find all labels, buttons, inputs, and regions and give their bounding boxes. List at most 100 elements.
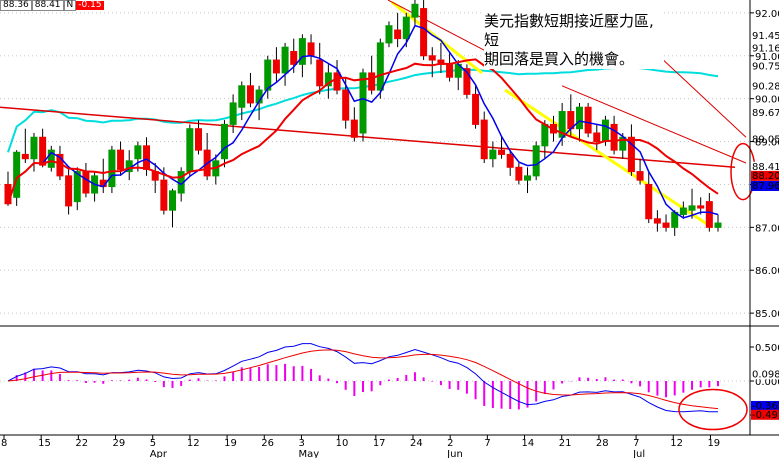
candle-body-18 bbox=[160, 179, 168, 211]
candle-body-27 bbox=[238, 85, 246, 108]
candle-body-61 bbox=[532, 145, 540, 177]
x-tick-label-17: 7 bbox=[633, 438, 639, 449]
candle-body-79 bbox=[688, 205, 696, 211]
y-tick-label-5: 87.00 bbox=[755, 223, 779, 234]
x-tick-label-10: 17 bbox=[373, 438, 386, 449]
macd-label-1: -0.367 bbox=[752, 401, 779, 412]
x-month-label-0: Apr bbox=[150, 449, 168, 458]
x-tick-label-9: 10 bbox=[336, 438, 349, 449]
price-label-6: 88.41 bbox=[752, 162, 779, 173]
header-change: -0.15 bbox=[76, 0, 104, 10]
macd-label-0: 0.098 bbox=[752, 369, 779, 380]
candle-body-67 bbox=[584, 106, 592, 134]
macd-line bbox=[7, 343, 718, 413]
candle-body-81 bbox=[705, 201, 713, 228]
macd-panel bbox=[0, 343, 750, 431]
candle-body-66 bbox=[575, 106, 583, 130]
candle-body-40 bbox=[350, 119, 358, 138]
x-month-label-2: Jun bbox=[446, 449, 463, 458]
y-tick-label-1: 91.00 bbox=[755, 52, 779, 63]
ma-mid-line bbox=[7, 58, 719, 205]
candle-body-8 bbox=[73, 171, 81, 203]
x-month-label-1: May bbox=[298, 449, 319, 458]
candle-body-39 bbox=[342, 89, 350, 121]
candle-body-34 bbox=[298, 38, 306, 65]
candle-body-36 bbox=[316, 59, 324, 87]
candle-body-56 bbox=[489, 149, 497, 160]
macd-label-2: -0.497 bbox=[752, 410, 779, 421]
candle-body-7 bbox=[65, 175, 73, 207]
price-label-1: 91.1686 bbox=[752, 44, 779, 55]
candle-body-5 bbox=[47, 149, 55, 168]
x-tick-label-7: 26 bbox=[261, 438, 274, 449]
x-tick-label-14: 14 bbox=[522, 438, 535, 449]
candle-body-75 bbox=[653, 218, 661, 224]
header-flag: N bbox=[63, 0, 77, 11]
candle-body-49 bbox=[428, 55, 436, 61]
x-tick-label-11: 24 bbox=[410, 438, 423, 449]
candle-body-53 bbox=[463, 68, 471, 95]
candle-body-54 bbox=[472, 93, 480, 125]
x-tick-label-12: 2 bbox=[447, 438, 453, 449]
candle-body-16 bbox=[143, 145, 151, 170]
candle-body-25 bbox=[220, 123, 228, 160]
price-label-4: 89.67 (50 bbox=[752, 108, 779, 119]
annotation-note: 美元指數短期接近壓力區, 短 期回落是買入的機會。 bbox=[484, 12, 664, 69]
candle-body-38 bbox=[333, 72, 341, 91]
candle-body-77 bbox=[671, 211, 679, 228]
x-tick-label-15: 21 bbox=[559, 438, 572, 449]
candle-body-35 bbox=[307, 42, 315, 57]
candle-body-15 bbox=[134, 145, 142, 160]
candle-body-51 bbox=[446, 63, 454, 78]
macd-signal-line bbox=[7, 349, 719, 410]
x-tick-label-1: 15 bbox=[38, 438, 51, 449]
candle-body-57 bbox=[498, 149, 506, 155]
x-tick-label-2: 22 bbox=[75, 438, 88, 449]
header-bar: 88.36 88.41 N -0.15 bbox=[0, 0, 104, 11]
y-tick-label-3: 89.00 bbox=[755, 138, 779, 149]
candle-body-42 bbox=[368, 72, 376, 91]
candle-body-4 bbox=[39, 136, 47, 166]
candle-body-58 bbox=[506, 153, 514, 168]
price-label-box-7 bbox=[751, 170, 779, 181]
candle-body-59 bbox=[515, 166, 523, 181]
candle-body-41 bbox=[359, 72, 367, 134]
header-last: 88.41 bbox=[31, 0, 64, 11]
x-tick-label-13: 7 bbox=[484, 438, 490, 449]
candle-body-69 bbox=[601, 119, 609, 143]
x-tick-label-19: 19 bbox=[707, 438, 720, 449]
candle-body-28 bbox=[246, 85, 254, 104]
candle-body-32 bbox=[281, 46, 289, 74]
price-label-box-8 bbox=[751, 180, 779, 191]
annotation-line-1: 美元指數短期接近壓力區, 短 bbox=[484, 12, 654, 49]
candle-body-74 bbox=[645, 183, 653, 220]
price-label-8: 87.964 bbox=[752, 181, 779, 192]
candle-body-76 bbox=[662, 222, 670, 228]
candle-body-30 bbox=[264, 59, 272, 91]
candle-body-55 bbox=[480, 119, 488, 160]
candle-body-48 bbox=[420, 8, 428, 57]
x-tick-label-4: 5 bbox=[150, 438, 156, 449]
candle-body-70 bbox=[610, 123, 618, 151]
x-tick-label-16: 28 bbox=[596, 438, 609, 449]
annotation-line-2: 期回落是買入的機會。 bbox=[484, 50, 635, 68]
y-tick-label-2: 90.00 bbox=[755, 95, 779, 106]
macd-label-box-0 bbox=[751, 369, 779, 380]
x-tick-label-6: 19 bbox=[224, 438, 237, 449]
x-tick-label-0: 8 bbox=[1, 438, 7, 449]
candle-body-62 bbox=[541, 123, 549, 147]
resistance-line-1 bbox=[387, 0, 496, 57]
candle-body-21 bbox=[186, 128, 194, 173]
yellow-channel-lower bbox=[504, 88, 713, 229]
y-tick-label-6: 86.00 bbox=[755, 266, 779, 277]
y-tick-label-0: 92.00 bbox=[755, 9, 779, 20]
price-label-5: 89.0517 bbox=[752, 134, 779, 145]
price-label-2: 90.7547 bbox=[752, 61, 779, 72]
x-tick-label-18: 12 bbox=[670, 438, 683, 449]
candle-body-68 bbox=[593, 132, 601, 143]
x-tick-label-8: 3 bbox=[298, 438, 304, 449]
candle-body-44 bbox=[385, 25, 393, 44]
price-label-3: 90.2883 bbox=[752, 81, 779, 92]
